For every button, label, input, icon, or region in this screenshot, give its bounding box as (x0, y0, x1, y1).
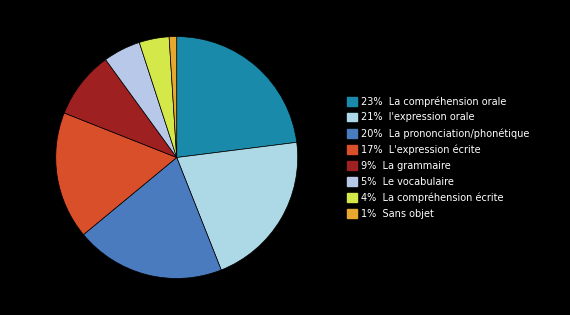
Wedge shape (56, 113, 177, 235)
Wedge shape (64, 60, 177, 158)
Wedge shape (177, 37, 297, 158)
Wedge shape (83, 158, 221, 278)
Wedge shape (177, 142, 298, 270)
Wedge shape (169, 37, 177, 158)
Wedge shape (139, 37, 177, 158)
Legend: 23%  La compréhension orale, 21%  l'expression orale, 20%  La prononciation/phon: 23% La compréhension orale, 21% l'expres… (347, 96, 530, 219)
Wedge shape (105, 43, 177, 158)
